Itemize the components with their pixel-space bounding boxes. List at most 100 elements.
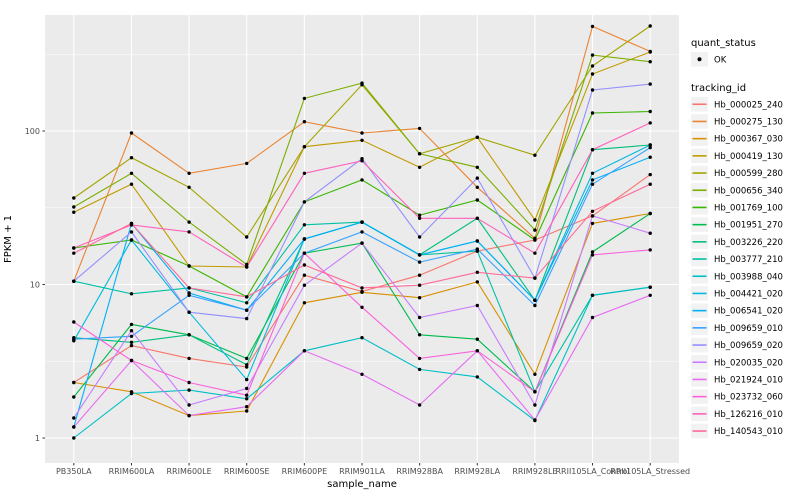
data-point	[648, 172, 652, 177]
data-point	[648, 231, 652, 235]
data-point	[72, 205, 76, 209]
data-point	[129, 292, 134, 296]
data-point	[245, 363, 249, 367]
data-point	[360, 131, 364, 135]
y-tick-label: 1	[35, 434, 40, 443]
y-tick-label: 10	[30, 280, 40, 289]
data-point	[245, 386, 249, 391]
data-point	[72, 380, 76, 385]
legend-label-Hb_140543_010: Hb_140543_010	[714, 427, 783, 437]
data-point	[187, 286, 191, 290]
data-point	[417, 216, 422, 220]
legend-label-Hb_003988_040: Hb_003988_040	[714, 272, 783, 282]
data-point	[533, 228, 537, 232]
data-point	[533, 372, 537, 376]
data-point	[648, 211, 652, 216]
data-point	[648, 109, 652, 114]
legend-label-Hb_009659_020: Hb_009659_020	[714, 341, 783, 351]
data-point	[72, 320, 76, 324]
data-point	[417, 315, 422, 320]
data-point	[417, 403, 422, 407]
data-point	[129, 340, 134, 344]
data-point	[129, 358, 134, 363]
x-tick-label: RRIM600SE	[224, 467, 270, 476]
data-point	[417, 235, 422, 239]
data-point	[648, 248, 652, 252]
data-point	[360, 241, 364, 245]
data-point	[590, 315, 595, 320]
ok-point-icon	[697, 57, 702, 62]
data-point	[302, 283, 307, 287]
data-point	[648, 24, 652, 28]
data-point	[533, 276, 537, 280]
data-point	[360, 336, 364, 340]
data-point	[187, 293, 191, 297]
legend-label-ok: OK	[714, 55, 727, 65]
data-point	[475, 247, 479, 251]
data-point	[302, 273, 307, 277]
data-point	[533, 418, 537, 422]
data-point	[302, 301, 307, 305]
data-point	[475, 176, 479, 180]
data-point	[648, 60, 652, 64]
data-point	[590, 148, 595, 152]
legend-label-Hb_000275_130: Hb_000275_130	[714, 117, 783, 127]
data-point	[648, 285, 652, 289]
x-tick-label: RRIM928BA	[396, 467, 443, 476]
data-point	[417, 356, 422, 361]
data-point	[187, 310, 191, 314]
legend-label-Hb_000656_340: Hb_000656_340	[714, 186, 783, 196]
data-point	[72, 279, 76, 283]
data-point	[417, 333, 422, 337]
data-point	[648, 293, 652, 297]
y-axis-title: FPKM + 1	[3, 215, 14, 263]
x-tick-label: RRIM901LA	[339, 467, 385, 476]
data-point	[302, 223, 307, 227]
legend-label-Hb_126216_010: Hb_126216_010	[714, 410, 783, 420]
data-point	[302, 349, 307, 353]
data-point	[533, 390, 537, 394]
data-point	[129, 238, 134, 242]
data-point	[129, 230, 134, 234]
data-point	[72, 416, 76, 420]
data-point	[302, 120, 307, 124]
data-point	[302, 263, 307, 267]
data-point	[475, 185, 479, 189]
data-point	[590, 88, 595, 92]
data-point	[360, 138, 364, 142]
data-point	[590, 171, 595, 175]
x-tick-label: RRIM928LE	[512, 467, 557, 476]
data-point	[245, 295, 249, 299]
data-point	[129, 334, 134, 338]
data-point	[475, 198, 479, 202]
data-point	[72, 251, 76, 255]
data-point	[533, 238, 537, 242]
x-tick-label: RRII105LA_Stressed	[610, 467, 690, 476]
data-point	[129, 182, 134, 186]
data-point	[129, 322, 134, 327]
x-tick-label: PB350LA	[56, 467, 92, 476]
legend-label-Hb_020035_020: Hb_020035_020	[714, 358, 783, 368]
legend-label-Hb_006541_020: Hb_006541_020	[714, 307, 783, 317]
data-point	[302, 145, 307, 149]
data-point	[417, 152, 422, 156]
data-point	[245, 393, 249, 397]
data-point	[475, 375, 479, 379]
legend-label-Hb_000367_030: Hb_000367_030	[714, 135, 783, 145]
data-point	[72, 210, 76, 214]
data-point	[475, 303, 479, 308]
legend-label-Hb_001769_100: Hb_001769_100	[714, 203, 783, 213]
data-point	[245, 316, 249, 321]
data-point	[245, 262, 249, 267]
data-point	[417, 213, 422, 217]
data-point	[590, 111, 595, 115]
data-point	[187, 380, 191, 385]
data-point	[590, 182, 595, 186]
data-point	[72, 337, 76, 341]
data-point	[533, 303, 537, 308]
data-point	[245, 397, 249, 401]
data-point	[302, 237, 307, 241]
data-point	[648, 82, 652, 86]
data-point	[187, 185, 191, 189]
